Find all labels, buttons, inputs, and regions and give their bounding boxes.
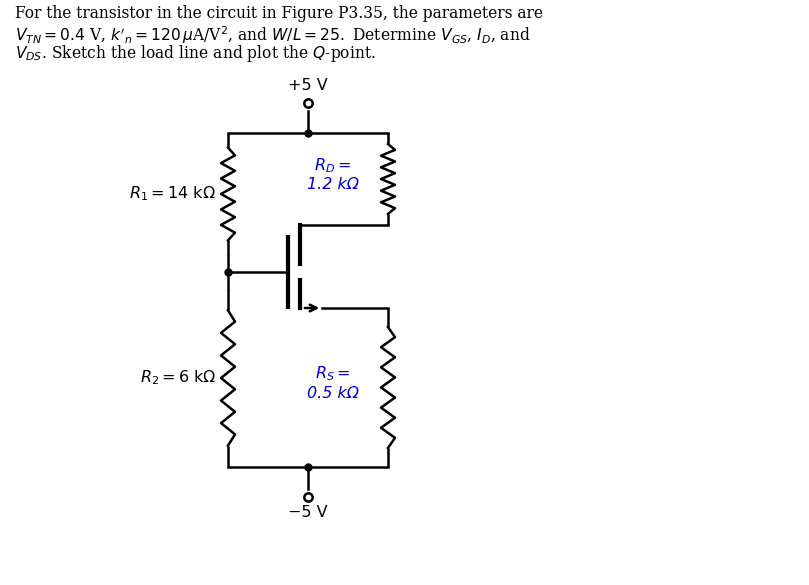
Text: $V_{DS}$. Sketch the load line and plot the $Q$-point.: $V_{DS}$. Sketch the load line and plot … [15,43,376,64]
Text: For the transistor in the circuit in Figure P3.35, the parameters are: For the transistor in the circuit in Fig… [15,5,543,22]
Text: −5 V: −5 V [288,505,328,520]
Text: $R_2= 6$ kΩ: $R_2= 6$ kΩ [139,369,216,387]
Text: $R_1 = 14$ kΩ: $R_1 = 14$ kΩ [129,185,216,204]
Text: +5 V: +5 V [288,78,328,93]
Text: $R_D=$
1.2 kΩ: $R_D=$ 1.2 kΩ [307,156,359,192]
Text: $R_S=$
0.5 kΩ: $R_S=$ 0.5 kΩ [307,364,359,401]
Text: $V_{TN} = 0.4$ V, $k'_n = 120\,\mu$A/V$^2$, and $W/L = 25.$ Determine $V_{GS}$, : $V_{TN} = 0.4$ V, $k'_n = 120\,\mu$A/V$^… [15,24,531,46]
